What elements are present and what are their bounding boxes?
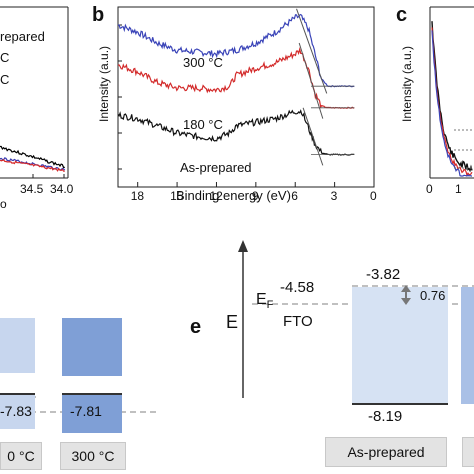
panel-d-label-2-text: 300 °C (71, 448, 115, 464)
sample-label-text: As-prepared (347, 444, 425, 460)
panel-b-xtick-label: 9 (251, 189, 259, 203)
energy-axis-arrowhead (238, 240, 248, 252)
panel-b-letter: b (92, 4, 105, 26)
panel-c-xtick-2: 1 (455, 182, 462, 196)
offset-value: 0.76 (420, 288, 446, 303)
panel-a-plot (0, 6, 69, 179)
panel-b-plot (117, 6, 375, 188)
next-band-box (461, 287, 474, 404)
panel-d-label-1-text: 0 °C (7, 448, 35, 464)
panel-d-cb-box-2 (62, 318, 122, 376)
fto-value: -4.58 (280, 279, 315, 296)
energy-axis-label: E (226, 312, 239, 332)
panel-a-series-red (0, 159, 65, 172)
fermi-label: EF (256, 291, 273, 311)
panel-b-xlabel: Binding energy (eV) (176, 188, 291, 203)
panel-a-legend-3: C (0, 72, 10, 87)
label-180C: 180 °C (183, 117, 223, 132)
sample-label-as-prepared: As-prepared (325, 437, 447, 467)
panel-c-xtick-1: 0 (426, 182, 433, 196)
panel-b-xtick-label: 18 (130, 189, 145, 203)
fto-label: FTO (283, 313, 313, 330)
fermi-label-main: E (256, 291, 267, 308)
panel-c-plot (429, 6, 474, 179)
panel-c-series-blue (431, 30, 472, 177)
panel-b-xtick-label: 6 (291, 189, 298, 203)
label-300C: 300 °C (183, 55, 223, 70)
panel-d-label-1: 0 °C (0, 442, 42, 470)
panel-d-value-2: -7.81 (70, 403, 102, 419)
panel-a-legend-1: repared (0, 29, 45, 44)
panel-d-cb-box-1 (0, 318, 35, 373)
as-prepared-band-box (352, 287, 448, 404)
panel-c-series-black (431, 21, 473, 173)
panel-b-xtick-label: 12 (209, 189, 223, 203)
panel-a-xtick-1: 34.5 (20, 182, 44, 196)
cb-value: -3.82 (366, 266, 401, 283)
panel-b-xticks (137, 182, 375, 187)
panel-b-yticks (118, 24, 122, 170)
panel-b-xtick-label: 0 (370, 189, 377, 203)
label-as-prepared: As-prepared (180, 160, 252, 175)
panel-a-xtick-2: 34.0 (50, 182, 74, 196)
vb-value: -8.19 (368, 408, 403, 425)
offset-arrow-down (401, 298, 411, 305)
sample-label-next (462, 437, 474, 467)
panel-b-xtick-label: 15 (170, 189, 184, 203)
panel-c-letter: c (396, 4, 408, 26)
fit-line-2 (302, 107, 324, 166)
fit-line-0 (296, 8, 328, 94)
panel-d-value-1: -7.83 (0, 403, 32, 419)
panel-b-xtick-label: 3 (330, 189, 338, 203)
panel-a-legend-2: C (0, 50, 10, 65)
offset-arrow-up (401, 285, 411, 292)
series-as-prepared-line (117, 109, 355, 156)
panel-d-vb-box-2 (62, 393, 122, 433)
panel-e-letter: e (190, 316, 202, 338)
panel-a-bottom-letter: o (0, 197, 7, 211)
panel-b-fit-lines (296, 8, 355, 166)
series-300C-line (117, 13, 355, 88)
panel-d-label-2: 300 °C (60, 442, 126, 470)
fit-line-1 (298, 42, 324, 119)
panel-a-series-black (0, 145, 65, 169)
fermi-label-sub: F (266, 299, 274, 312)
panel-d-vb-box-1 (0, 393, 35, 429)
